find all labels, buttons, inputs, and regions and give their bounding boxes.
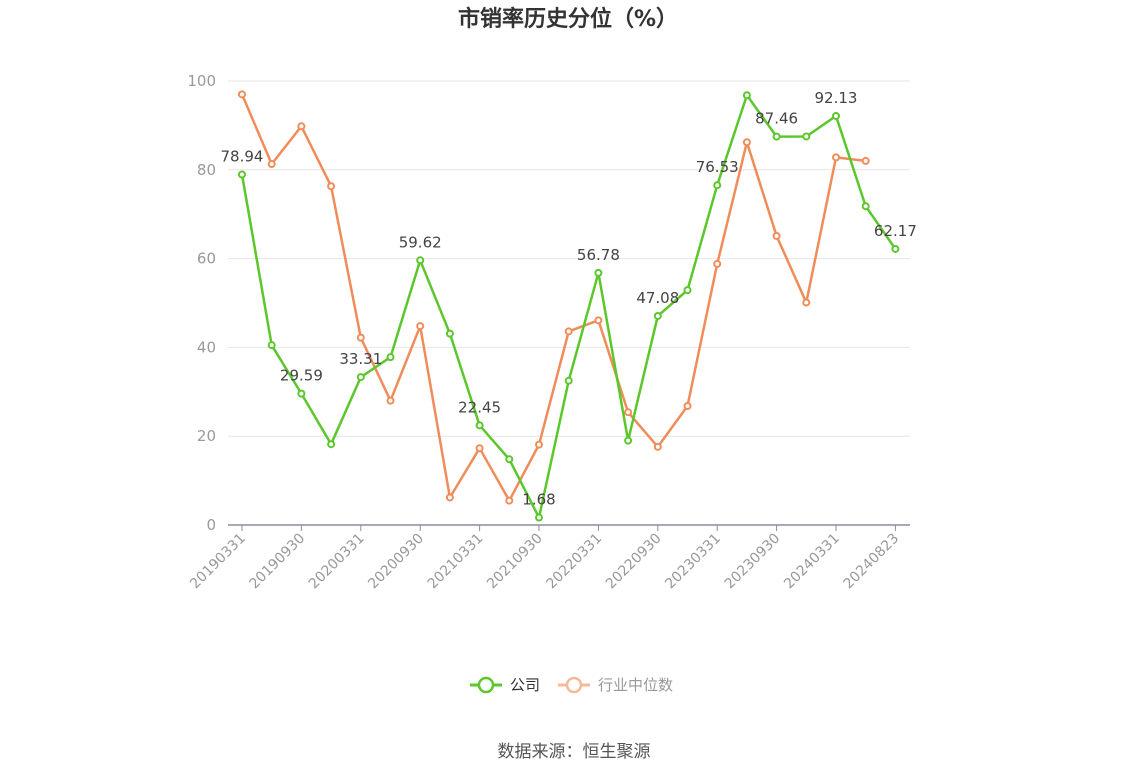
data-point bbox=[297, 122, 306, 131]
data-point bbox=[327, 440, 336, 449]
data-point bbox=[238, 170, 246, 179]
x-tick-label: 20190930 bbox=[247, 531, 309, 593]
series-line bbox=[240, 93, 866, 502]
data-label: 59.62 bbox=[399, 233, 442, 251]
data-label: 56.78 bbox=[577, 246, 620, 264]
data-labels: 78.94 29.59 33.31 59.62 22.45 1.68 56.78 47.08 7… bbox=[221, 89, 917, 509]
data-point bbox=[535, 440, 543, 449]
legend: 公司 行业中位数 bbox=[470, 676, 673, 694]
data-point bbox=[802, 132, 811, 141]
legend-item-industry-median: 行业中位数 bbox=[558, 676, 673, 694]
series-group bbox=[238, 90, 900, 522]
legend-marker bbox=[565, 676, 583, 694]
data-point bbox=[416, 322, 425, 331]
data-label: 33.31 bbox=[339, 350, 382, 368]
data-label: 1.68 bbox=[522, 491, 555, 509]
data-point bbox=[683, 286, 692, 295]
data-point bbox=[238, 90, 246, 99]
data-point bbox=[594, 316, 603, 325]
data-point bbox=[624, 436, 633, 445]
data-point bbox=[683, 402, 692, 411]
legend-label: 公司 bbox=[510, 676, 540, 694]
data-point bbox=[832, 111, 840, 120]
data-point bbox=[505, 455, 514, 464]
data-point bbox=[445, 493, 454, 502]
y-tick-label: 20 bbox=[197, 427, 216, 445]
data-point bbox=[564, 327, 573, 336]
x-tick-label: 20220930 bbox=[603, 531, 665, 593]
x-tick-label: 20240331 bbox=[781, 531, 843, 593]
data-point bbox=[386, 353, 395, 362]
legend-marker bbox=[477, 676, 495, 694]
data-point bbox=[297, 389, 306, 398]
data-point bbox=[772, 231, 781, 240]
x-tick-label: 20220331 bbox=[544, 531, 606, 593]
y-tick-label: 0 bbox=[206, 516, 216, 534]
data-point bbox=[564, 376, 573, 385]
x-tick-label: 20210331 bbox=[425, 531, 487, 593]
data-point bbox=[267, 160, 276, 169]
data-point bbox=[624, 408, 633, 417]
y-axis: 0 20 40 60 80 100 bbox=[187, 72, 216, 534]
x-tick-label: 20190331 bbox=[187, 531, 249, 593]
data-point bbox=[832, 153, 840, 162]
grid-lines bbox=[228, 80, 910, 437]
data-point bbox=[445, 329, 454, 338]
data-point bbox=[535, 513, 543, 522]
chart-title: 市销率历史分位（%） bbox=[458, 6, 678, 32]
series-industry-median bbox=[238, 90, 870, 505]
x-tick-label: 20210930 bbox=[484, 531, 546, 593]
data-point bbox=[653, 311, 662, 320]
data-point bbox=[772, 132, 781, 141]
data-label: 92.13 bbox=[815, 89, 858, 107]
data-label: 47.08 bbox=[636, 289, 679, 307]
data-point bbox=[861, 156, 870, 165]
x-tick-label: 20240823 bbox=[841, 531, 903, 593]
data-point bbox=[742, 138, 751, 147]
x-axis: 2019033120190930202003312020093020210331… bbox=[187, 524, 910, 593]
data-point bbox=[386, 396, 395, 405]
y-tick-label: 40 bbox=[197, 338, 216, 356]
data-label: 78.94 bbox=[221, 148, 264, 166]
series-line bbox=[240, 93, 897, 519]
data-label: 87.46 bbox=[755, 110, 798, 128]
data-point bbox=[713, 259, 722, 268]
y-tick-label: 60 bbox=[197, 250, 216, 268]
data-point bbox=[356, 333, 365, 342]
data-point bbox=[475, 421, 484, 430]
data-point bbox=[653, 442, 662, 451]
legend-label: 行业中位数 bbox=[598, 676, 673, 694]
data-point bbox=[861, 202, 870, 211]
y-tick-label: 80 bbox=[197, 161, 216, 179]
data-point bbox=[802, 298, 811, 307]
x-tick-label: 20230331 bbox=[662, 531, 724, 593]
data-point bbox=[505, 496, 514, 505]
data-point bbox=[267, 341, 276, 350]
data-point bbox=[475, 444, 484, 453]
data-point bbox=[356, 373, 365, 382]
data-label: 29.59 bbox=[280, 367, 323, 385]
data-label: 62.17 bbox=[874, 222, 917, 240]
data-point bbox=[891, 244, 900, 253]
x-tick-label: 20200331 bbox=[306, 531, 368, 593]
data-point bbox=[594, 268, 603, 277]
legend-item-company: 公司 bbox=[470, 676, 540, 694]
y-tick-label: 100 bbox=[187, 72, 216, 90]
source-note: 数据来源：恒生聚源 bbox=[498, 742, 651, 762]
series-company bbox=[238, 91, 900, 522]
data-label: 76.53 bbox=[696, 158, 739, 176]
x-tick-label: 20200930 bbox=[365, 531, 427, 593]
data-point bbox=[416, 256, 425, 265]
data-label: 22.45 bbox=[458, 398, 501, 416]
data-point bbox=[713, 181, 722, 190]
data-point bbox=[742, 91, 751, 100]
data-point bbox=[327, 182, 336, 191]
x-tick-label: 20230930 bbox=[722, 531, 784, 593]
